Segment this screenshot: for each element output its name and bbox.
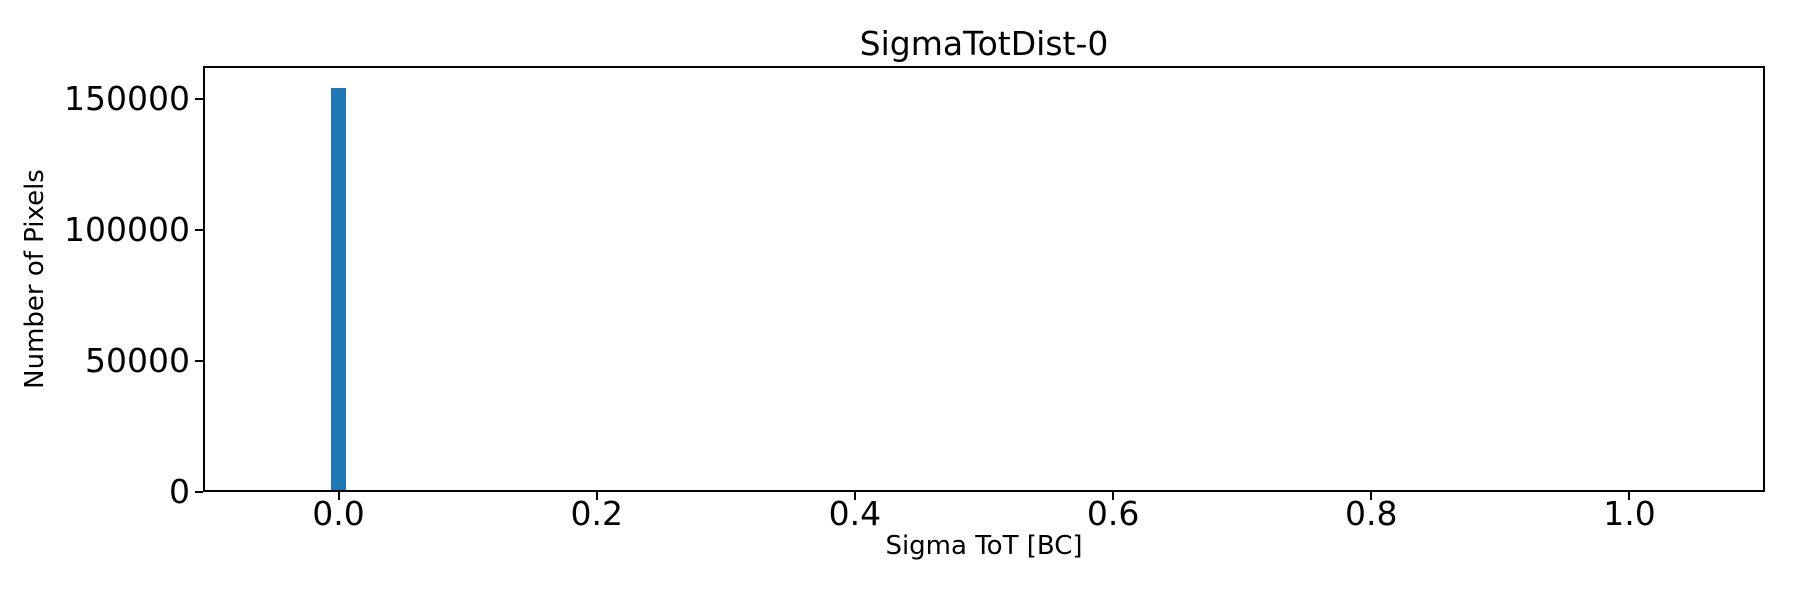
x-tick-label: 0.8 — [1345, 494, 1398, 533]
x-tick-mark — [1370, 492, 1373, 500]
y-tick-label: 100000 — [64, 209, 190, 249]
y-tick-mark — [195, 491, 203, 493]
x-tick-label: 0.6 — [1086, 494, 1140, 533]
histogram-bar — [331, 88, 346, 490]
y-tick-mark — [195, 359, 203, 362]
y-tick-label: 50000 — [85, 340, 190, 380]
x-tick-mark — [337, 492, 340, 500]
x-tick-mark — [1628, 492, 1631, 500]
chart-title: SigmaTotDist-0 — [859, 24, 1109, 63]
x-tick-mark — [853, 492, 856, 500]
x-tick-label: 1.0 — [1603, 494, 1656, 533]
y-tick-label: 0 — [169, 472, 190, 511]
y-tick-mark — [195, 228, 203, 231]
x-axis-label: Sigma ToT [BC] — [885, 531, 1083, 561]
y-tick-label: 150000 — [64, 78, 190, 118]
x-tick-mark — [595, 492, 598, 500]
plot-area — [203, 66, 1765, 492]
x-tick-label: 0.4 — [828, 494, 882, 533]
x-tick-mark — [1112, 492, 1115, 500]
y-tick-mark — [195, 97, 203, 100]
x-tick-label: 0.0 — [312, 494, 365, 533]
x-tick-label: 0.2 — [570, 494, 623, 533]
